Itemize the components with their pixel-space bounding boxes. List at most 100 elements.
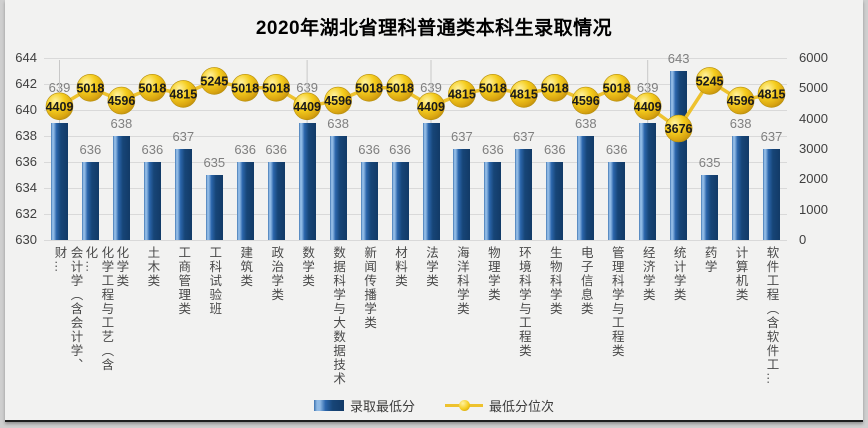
bar — [143, 162, 161, 240]
marker-value-label: 5245 — [200, 74, 228, 88]
category-label: 数学类 — [300, 246, 315, 288]
bar-value-label: 638 — [729, 116, 752, 131]
line-marker — [571, 86, 600, 115]
left-axis-tick: 644 — [15, 50, 37, 65]
bar — [112, 136, 130, 240]
bar — [267, 162, 285, 240]
marker-value-label: 5018 — [231, 81, 259, 95]
marker-value-label: 4815 — [758, 87, 786, 101]
category-label: 电子信息类 — [578, 246, 593, 316]
bar-value-label: 637 — [513, 129, 535, 144]
bar-value-label: 638 — [110, 116, 133, 131]
bar-value-label: 636 — [358, 142, 380, 157]
marker-value-label: 5018 — [479, 81, 507, 95]
line-series-swatch — [445, 400, 483, 411]
line-marker — [695, 67, 724, 95]
category-label: 海洋科学类 — [454, 246, 469, 316]
bar — [81, 162, 99, 240]
bar — [236, 162, 254, 240]
marker-value-label: 5018 — [603, 81, 631, 95]
bar-value-label: 637 — [172, 129, 195, 144]
bar — [515, 149, 533, 240]
marker-value-label: 5245 — [696, 74, 724, 88]
left-axis-tick: 642 — [15, 76, 37, 91]
bar-value-label: 636 — [482, 142, 504, 157]
line-marker-icon — [459, 400, 470, 411]
category-label: 化学工程与工艺（含化… — [83, 246, 114, 372]
bar — [422, 123, 440, 240]
left-axis-tick: 634 — [15, 180, 37, 195]
marker-value-label: 4596 — [107, 94, 135, 108]
bar-value-label: 636 — [543, 142, 566, 157]
marker-value-label: 4815 — [510, 87, 538, 101]
line-marker — [757, 80, 786, 108]
marker-value-label: 5018 — [386, 81, 414, 95]
line-marker — [540, 74, 569, 102]
grid-line — [44, 162, 787, 163]
marker-value-label: 4815 — [448, 87, 476, 101]
line-marker — [448, 80, 476, 108]
bar — [329, 136, 347, 240]
bar-series-swatch — [313, 400, 344, 411]
grid-line — [44, 110, 787, 111]
right-axis-tick: 6000 — [799, 50, 828, 65]
bar-value-label: 636 — [141, 142, 164, 157]
bar — [546, 162, 564, 240]
left-axis-tick: 640 — [15, 102, 37, 117]
line-marker — [138, 74, 167, 102]
bar — [670, 71, 688, 240]
right-axis-tick: 4000 — [799, 110, 828, 126]
bar — [577, 136, 595, 240]
left-axis-tick: 638 — [15, 128, 37, 143]
grid-line — [44, 188, 787, 189]
marker-value-label: 4596 — [727, 94, 755, 108]
category-label: 化学类 — [114, 246, 129, 288]
line-marker — [200, 67, 229, 95]
bar-value-label: 635 — [698, 155, 721, 170]
marker-value-label: 5018 — [355, 81, 383, 95]
bar — [732, 136, 750, 240]
bar — [453, 149, 471, 240]
bar — [639, 123, 657, 240]
marker-value-label: 4596 — [572, 94, 600, 108]
marker-value-label: 4409 — [293, 100, 321, 114]
marker-value-label: 4815 — [169, 87, 197, 101]
line-marker — [386, 74, 414, 102]
grid-line — [44, 136, 787, 137]
grid-line — [44, 214, 787, 215]
bar-value-label: 636 — [234, 142, 257, 157]
marker-value-label: 3676 — [665, 122, 693, 136]
bar — [763, 149, 780, 240]
category-label: 环境科学与工程类 — [516, 246, 531, 358]
category-label: 土木类 — [145, 246, 160, 288]
right-axis-tick: 3000 — [799, 141, 828, 156]
marker-value-label: 4596 — [324, 94, 352, 108]
marker-value-label: 4409 — [634, 100, 662, 114]
category-label: 会计学（含会计学、财… — [52, 246, 83, 372]
chart-legend: 录取最低分 最低分位次 — [5, 396, 863, 415]
category-label: 新闻传播学类 — [362, 246, 377, 330]
chart-plot-area: 644 642 640 638 636 634 632 630 6000 5000 4000 3000… — [5, 0, 863, 420]
line-marker — [293, 92, 321, 121]
grid-line — [44, 240, 787, 241]
legend-label-line-series: 最低分位次 — [489, 399, 555, 414]
bar — [51, 123, 68, 240]
right-axis-tick: 1000 — [799, 201, 828, 217]
category-label: 物理学类 — [485, 246, 500, 302]
bar — [608, 162, 626, 240]
bar — [484, 162, 502, 240]
left-axis-tick: 632 — [15, 206, 37, 221]
bar-value-label: 636 — [389, 142, 411, 157]
bar-value-label: 638 — [574, 116, 597, 131]
bar-value-label: 637 — [760, 129, 783, 144]
line-marker — [107, 86, 136, 115]
line-marker — [45, 92, 74, 121]
left-axis-tick: 630 — [15, 232, 37, 247]
category-label: 工商管理类 — [176, 246, 191, 316]
bar-value-label: 636 — [79, 142, 102, 157]
grid-line — [44, 58, 787, 59]
category-label: 统计学类 — [671, 246, 686, 302]
category-label: 法学类 — [424, 246, 438, 288]
bar — [298, 123, 316, 240]
bar-value-label: 637 — [451, 129, 473, 144]
